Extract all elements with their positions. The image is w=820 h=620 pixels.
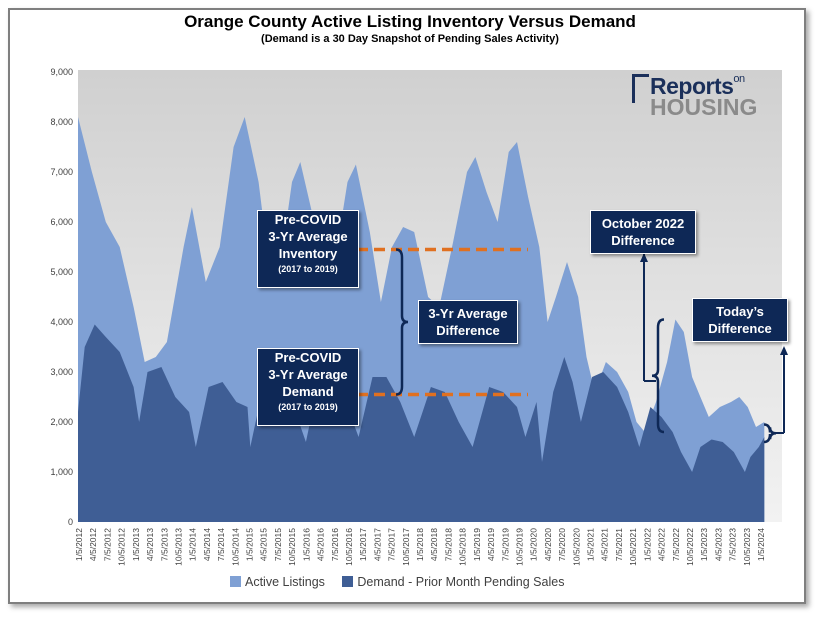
x-tick-label: 1/5/2012 (74, 528, 84, 561)
logo-mark-icon (632, 74, 649, 103)
october-arrow-icon (640, 253, 648, 262)
y-tick-label: 9,000 (50, 67, 73, 77)
difference-box-line2: Difference (436, 323, 500, 338)
today-arrow-icon (780, 346, 788, 355)
y-tick-label: 6,000 (50, 217, 73, 227)
inventory-box-line1: Pre-COVID (274, 212, 342, 227)
x-tick-label: 4/5/2019 (486, 528, 496, 561)
demand-box-line1: Pre-COVID (274, 350, 342, 365)
y-tick-label: 7,000 (50, 167, 73, 177)
x-tick-label: 7/5/2022 (671, 528, 681, 561)
logo-on: on (733, 73, 745, 85)
chart-subtitle: (Demand is a 30 Day Snapshot of Pending … (261, 33, 559, 45)
y-tick-label: 0 (68, 517, 73, 527)
x-tick-label: 1/5/2024 (756, 528, 766, 561)
x-tick-label: 10/5/2019 (515, 528, 525, 566)
today-box-line2: Difference (708, 321, 772, 336)
x-tick-label: 10/5/2012 (117, 528, 127, 566)
x-tick-label: 4/5/2013 (145, 528, 155, 561)
x-tick-label: 1/5/2014 (188, 528, 198, 561)
legend-item-active: Active Listings (230, 575, 325, 589)
x-tick-label: 1/5/2023 (699, 528, 709, 561)
x-tick-label: 7/5/2015 (273, 528, 283, 561)
legend-label-demand: Demand - Prior Month Pending Sales (357, 575, 565, 589)
demand-box-line4: (2017 to 2019) (278, 402, 338, 412)
difference-box-line1: 3-Yr Average (428, 306, 508, 321)
x-tick-label: 10/5/2017 (401, 528, 411, 566)
x-tick-label: 10/5/2016 (344, 528, 354, 566)
legend-swatch-demand (342, 576, 354, 587)
x-tick-label: 7/5/2016 (330, 528, 340, 561)
x-tick-label: 10/5/2021 (628, 528, 638, 566)
today-annotation-box: Today’s Difference (692, 298, 788, 342)
x-tick-label: 4/5/2021 (600, 528, 610, 561)
october-brace (651, 318, 665, 434)
difference-brace (395, 248, 409, 396)
x-tick-label: 1/5/2018 (415, 528, 425, 561)
x-tick-label: 1/5/2016 (301, 528, 311, 561)
x-tick-label: 1/5/2019 (472, 528, 482, 561)
reports-on-housing-logo: Reportson HOUSING (632, 70, 772, 120)
x-tick-label: 4/5/2014 (202, 528, 212, 561)
inventory-box-line3: Inventory (278, 246, 338, 261)
x-tick-label: 1/5/2022 (642, 528, 652, 561)
x-tick-label: 7/5/2019 (500, 528, 510, 561)
legend-swatch-active (230, 576, 241, 587)
x-tick-label: 7/5/2013 (159, 528, 169, 561)
demand-annotation-box: Pre-COVID 3-Yr Average Demand (2017 to 2… (257, 348, 359, 426)
y-tick-label: 1,000 (50, 467, 73, 477)
x-tick-label: 4/5/2023 (713, 528, 723, 561)
x-tick-label: 1/5/2013 (131, 528, 141, 561)
inventory-box-line4: (2017 to 2019) (278, 264, 338, 274)
x-tick-label: 10/5/2018 (458, 528, 468, 566)
x-tick-label: 7/5/2012 (102, 528, 112, 561)
legend-label-active: Active Listings (245, 575, 325, 589)
x-tick-label: 4/5/2017 (372, 528, 382, 561)
legend-item-demand: Demand - Prior Month Pending Sales (342, 575, 564, 589)
demand-box-line3: Demand (282, 384, 334, 399)
x-tick-label: 7/5/2021 (614, 528, 624, 561)
x-tick-label: 10/5/2022 (685, 528, 695, 566)
y-tick-label: 4,000 (50, 317, 73, 327)
x-tick-label: 7/5/2023 (728, 528, 738, 561)
x-tick-label: 4/5/2012 (88, 528, 98, 561)
x-tick-label: 10/5/2023 (742, 528, 752, 566)
y-tick-label: 5,000 (50, 267, 73, 277)
october-box-line1: October 2022 (601, 216, 685, 231)
x-tick-label: 1/5/2015 (245, 528, 255, 561)
logo-line2: HOUSING (650, 94, 758, 120)
x-tick-label: 4/5/2016 (316, 528, 326, 561)
chart-title: Orange County Active Listing Inventory V… (184, 12, 636, 31)
x-tick-label: 1/5/2021 (586, 528, 596, 561)
x-tick-label: 10/5/2015 (287, 528, 297, 566)
x-tick-label: 4/5/2020 (543, 528, 553, 561)
x-tick-label: 7/5/2020 (557, 528, 567, 561)
x-tick-label: 10/5/2014 (230, 528, 240, 566)
y-tick-label: 3,000 (50, 367, 73, 377)
x-tick-label: 1/5/2020 (529, 528, 539, 561)
x-tick-label: 4/5/2018 (429, 528, 439, 561)
x-tick-label: 7/5/2018 (443, 528, 453, 561)
x-tick-label: 7/5/2014 (216, 528, 226, 561)
today-box-line1: Today’s (716, 304, 764, 319)
y-tick-label: 8,000 (50, 117, 73, 127)
x-tick-label: 4/5/2015 (259, 528, 269, 561)
october-annotation-box: October 2022 Difference (590, 210, 696, 254)
logo-line1: Reports (650, 73, 734, 99)
y-tick-label: 2,000 (50, 417, 73, 427)
demand-area (78, 324, 765, 522)
inventory-box-line2: 3-Yr Average (268, 229, 348, 244)
x-tick-label: 10/5/2013 (174, 528, 184, 566)
october-box-line2: Difference (611, 233, 675, 248)
chart-legend: Active Listings Demand - Prior Month Pen… (230, 575, 610, 595)
x-tick-label: 4/5/2022 (657, 528, 667, 561)
x-tick-label: 1/5/2017 (358, 528, 368, 561)
demand-box-line2: 3-Yr Average (268, 367, 348, 382)
x-tick-label: 7/5/2017 (387, 528, 397, 561)
inventory-annotation-box: Pre-COVID 3-Yr Average Inventory (2017 t… (257, 210, 359, 288)
difference-annotation-box: 3-Yr Average Difference (418, 300, 518, 344)
x-tick-label: 10/5/2020 (571, 528, 581, 566)
